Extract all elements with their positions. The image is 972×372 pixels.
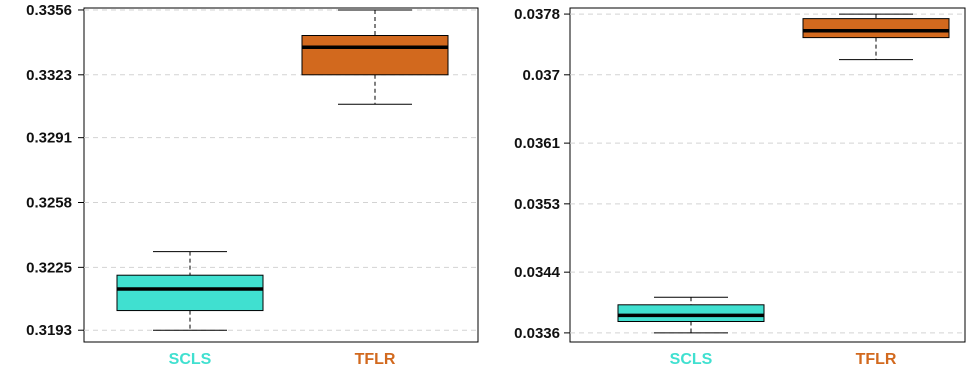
y-tick-label: 0.3291 — [26, 130, 72, 147]
y-tick-label: 0.0378 — [514, 6, 560, 23]
y-tick-label: 0.0361 — [514, 135, 560, 152]
box-tflr — [301, 9, 449, 105]
y-tick-label: 0.3225 — [26, 259, 72, 276]
plot-frame — [83, 7, 479, 343]
y-tick-label: 0.0336 — [514, 325, 560, 342]
category-label: SCLS — [670, 351, 713, 368]
box-body — [802, 18, 950, 39]
y-tick-label: 0.3323 — [26, 67, 72, 84]
y-tick-label: 0.0353 — [514, 196, 560, 213]
box-body — [617, 304, 765, 323]
box-scls — [116, 251, 264, 331]
y-tick-label: 0.3193 — [26, 322, 72, 339]
y-tick-label: 0.3258 — [26, 195, 72, 212]
box-body — [301, 35, 449, 76]
box-body — [116, 274, 264, 312]
left-panel: 0.3193 0.3225 0.3258 0.3291 0.3323 0.3356 SCLS… — [26, 2, 479, 368]
box-tflr — [802, 13, 950, 61]
right-panel: 0.0336 0.0344 0.0353 0.0361 0.037 0.0378 SCLS T… — [514, 6, 966, 368]
plot-frame — [569, 7, 966, 343]
category-label: TFLR — [355, 351, 396, 368]
y-tick-label: 0.3356 — [26, 2, 72, 19]
category-label: SCLS — [169, 351, 212, 368]
y-tick-label: 0.0344 — [514, 264, 561, 281]
y-tick-label: 0.037 — [522, 67, 560, 84]
category-label: TFLR — [856, 351, 897, 368]
box-scls — [617, 296, 765, 334]
